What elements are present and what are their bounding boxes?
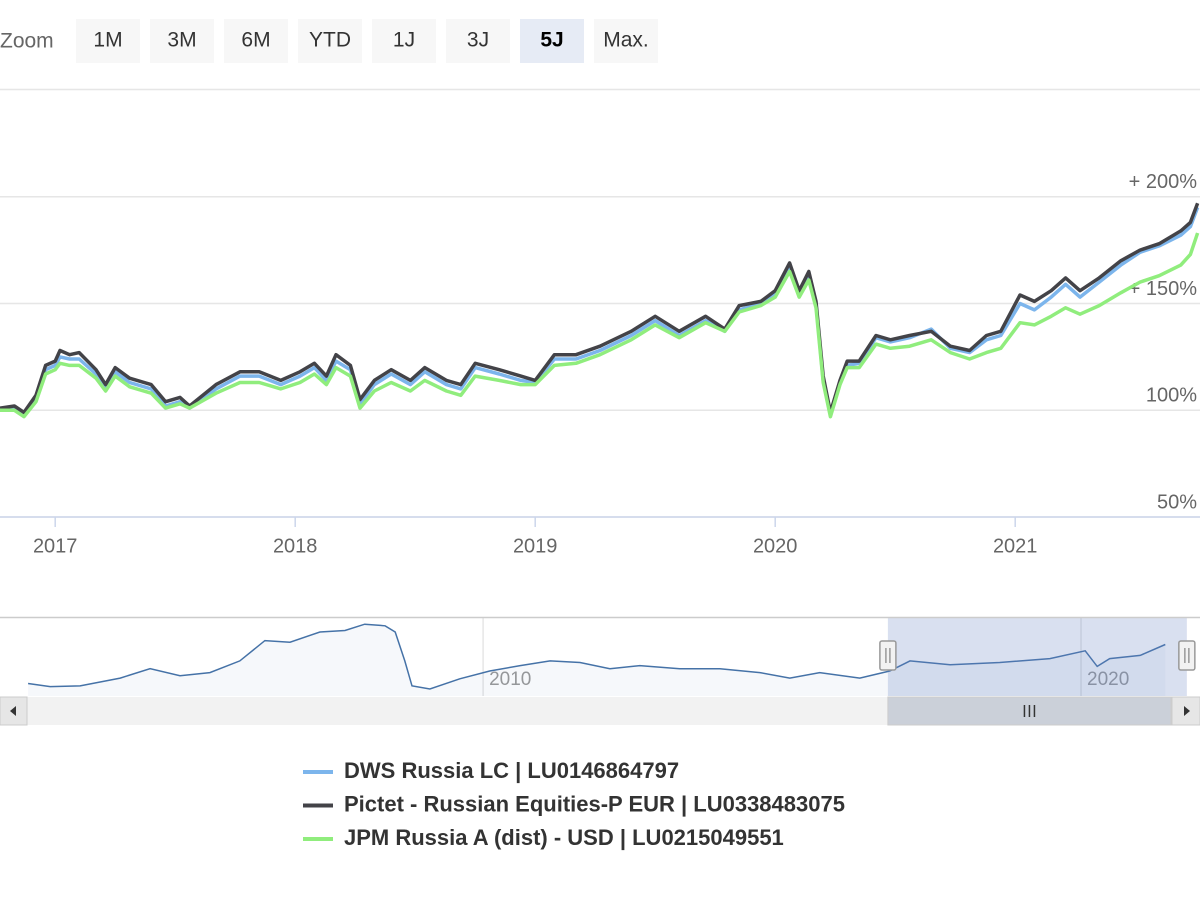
navigator-area: [28, 624, 1166, 696]
zoom-button-bg: [446, 19, 510, 63]
zoom-button-bg: [372, 19, 436, 63]
navigator-window[interactable]: [887, 618, 1187, 696]
navigator-tick-label: 2010: [489, 669, 531, 690]
series-lines: [0, 202, 1200, 419]
zoom-button-bg: [150, 19, 214, 63]
zoom-button-label: YTD: [309, 29, 351, 52]
zoom-button-bg: [224, 19, 288, 63]
handle-body: [1178, 640, 1196, 671]
legend-item[interactable]: Pictet - Russian Equities-P EUR | LU0338…: [303, 791, 845, 816]
navigator-line: [27, 623, 1166, 690]
scroll-right-arrow: [1184, 706, 1190, 716]
navigator-bg: [0, 618, 1200, 696]
navigator: 2010 2020: [0, 616, 1200, 726]
y-tick-label: 100%: [1146, 385, 1197, 407]
legend-item[interactable]: DWS Russia LC | LU0146864797: [303, 758, 679, 783]
zoom-button-label: 6M: [241, 29, 270, 52]
zoom-button[interactable]: YTD: [298, 19, 362, 63]
zoom-button[interactable]: 5J: [520, 19, 584, 63]
zoom-button[interactable]: 6M: [224, 19, 288, 63]
zoom-button-label: 1M: [93, 29, 122, 52]
zoom-label: Zoom: [0, 30, 54, 53]
zoom-button-label: 3J: [467, 29, 489, 52]
y-tick-label: + 150%: [1129, 278, 1198, 300]
zoom-button-bg: [298, 19, 362, 63]
zoom-button[interactable]: 1M: [76, 19, 140, 63]
zoom-button-label: 5J: [540, 29, 563, 52]
x-tick-label: 2017: [33, 535, 78, 557]
y-tick-label: + 200%: [1129, 171, 1198, 193]
x-tick-label: 2018: [273, 535, 318, 557]
navigator-handle[interactable]: [1178, 640, 1196, 671]
zoom-button[interactable]: 3M: [150, 19, 214, 63]
zoom-button[interactable]: 1J: [372, 19, 436, 63]
scroll-left-arrow: [10, 706, 16, 716]
navigator-tick-label: 2020: [1087, 669, 1129, 690]
zoom-button-label: 3M: [167, 29, 196, 52]
zoom-button[interactable]: 3J: [446, 19, 510, 63]
handle-body: [879, 640, 897, 671]
series-line: [0, 206, 1200, 417]
x-tick-label: 2020: [753, 535, 798, 557]
zoom-button[interactable]: Max.: [594, 19, 658, 63]
series-line: [0, 232, 1200, 419]
x-tick-label: 2019: [513, 535, 558, 557]
legend-label: Pictet - Russian Equities-P EUR | LU0338…: [344, 791, 845, 816]
x-tick-label: 2021: [993, 535, 1038, 557]
y-tick-label: 50%: [1157, 491, 1197, 513]
series-line: [0, 202, 1200, 415]
zoom-button-label: 1J: [393, 29, 415, 52]
grid: 50% 100% + 150% + 200% 2017 2018 2019 2020 2021: [0, 171, 1200, 557]
legend-label: JPM Russia A (dist) - USD | LU0215049551: [344, 825, 784, 850]
navigator-handle[interactable]: [879, 640, 897, 671]
zoom-button-bg: [520, 19, 584, 63]
zoom-button-bg: [76, 19, 140, 63]
legend-label: DWS Russia LC | LU0146864797: [344, 758, 679, 783]
zoom-button-label: Max.: [603, 29, 649, 52]
legend: DWS Russia LC | LU0146864797 Pictet - Rus…: [303, 758, 845, 850]
scroll-right[interactable]: [1171, 696, 1200, 726]
zoom-button-bg: [594, 19, 658, 63]
legend-item[interactable]: JPM Russia A (dist) - USD | LU0215049551: [303, 825, 784, 850]
